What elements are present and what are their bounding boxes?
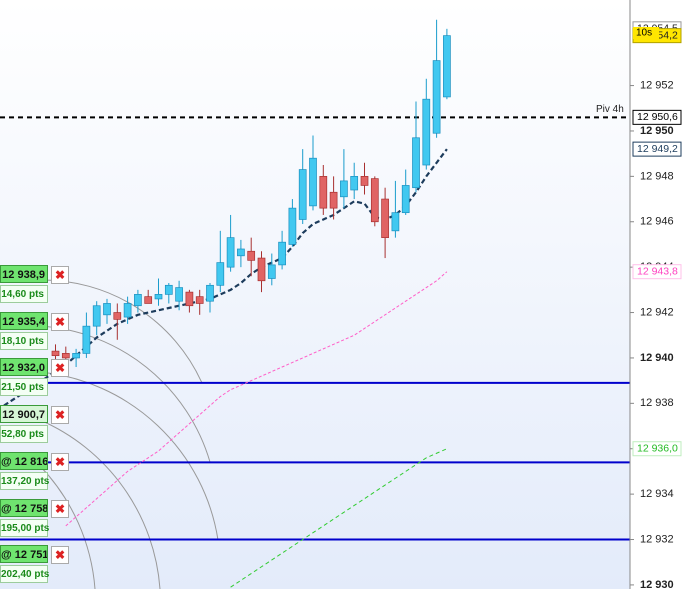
moving-average <box>230 448 448 588</box>
candle-body <box>113 312 122 320</box>
order-points: 202,40 pts <box>0 565 49 584</box>
order-points: 21,50 pts <box>0 378 48 397</box>
candle-body <box>82 325 91 354</box>
pivot-label: Piv 4h <box>596 104 624 115</box>
y-tick-label: 12 930 <box>640 579 674 589</box>
price-tag-label: 12 949,2 <box>637 143 678 155</box>
y-tick-label: 12 948 <box>640 170 674 182</box>
price-tag <box>632 141 682 157</box>
order-price: 12 932,0 <box>0 358 48 377</box>
candle-body <box>185 291 194 307</box>
order-points: 137,20 pts <box>0 471 49 490</box>
plot-background <box>0 0 630 589</box>
candle-body <box>298 169 307 220</box>
candle-body <box>432 60 441 134</box>
axis-background <box>630 0 682 589</box>
candle-body <box>329 191 338 209</box>
close-order-button[interactable]: ✖ <box>51 312 69 331</box>
arc <box>39 371 219 541</box>
order-price: @ 12 816,3 <box>0 451 48 470</box>
candle-body <box>175 287 183 302</box>
candle-body <box>72 353 80 359</box>
candle-body <box>401 185 410 214</box>
y-tick-label: 12 946 <box>640 216 674 228</box>
moving-average <box>65 271 448 527</box>
arc <box>39 465 96 589</box>
price-tag-label: 12 936,0 <box>637 443 678 455</box>
price-tag <box>632 441 682 457</box>
order-price: @ 12 758,5 <box>0 498 48 517</box>
y-tick-label: 12 934 <box>640 488 674 500</box>
order-price: 12 938,9 <box>0 265 48 283</box>
order-points: 14,60 pts <box>0 285 48 303</box>
candle-body <box>216 262 225 286</box>
candle-body <box>370 178 379 223</box>
candle-body <box>92 305 101 327</box>
price-tag-label: 12 950,6 <box>637 111 678 123</box>
close-order-button[interactable]: ✖ <box>51 266 69 284</box>
candle-body <box>360 176 369 186</box>
order-points: 52,80 pts <box>0 425 48 444</box>
candle-body <box>164 284 173 295</box>
candle-body <box>226 237 235 268</box>
close-order-button[interactable]: ✖ <box>51 546 69 565</box>
order-price: @ 12 751,1 <box>0 545 48 564</box>
price-tag <box>632 109 682 125</box>
candle-body <box>123 303 132 318</box>
price-tag-label: 12 943,8 <box>637 265 678 277</box>
candle-body <box>340 180 348 198</box>
candle-body <box>278 241 286 266</box>
candle-body <box>103 303 111 316</box>
candle-body <box>309 157 317 207</box>
close-order-button[interactable]: ✖ <box>51 452 69 471</box>
candle-body <box>412 137 420 189</box>
candle-body <box>257 257 266 282</box>
candle-body <box>350 176 359 191</box>
candle-body <box>247 250 256 261</box>
y-tick-label: 12 942 <box>640 306 674 318</box>
order-points: 195,00 pts <box>0 518 49 537</box>
timer: 10s <box>636 28 652 39</box>
candle-body <box>267 264 276 279</box>
y-tick-label: 12 950 <box>640 125 674 137</box>
arc <box>39 419 161 589</box>
price-tag <box>632 264 682 280</box>
candle-body <box>195 296 204 304</box>
close-order-button[interactable]: ✖ <box>51 499 69 518</box>
candle-body <box>206 284 214 302</box>
close-order-button[interactable]: ✖ <box>51 359 69 378</box>
candle-body <box>391 212 400 232</box>
candle-body <box>381 198 389 238</box>
candle-body <box>51 350 60 357</box>
y-tick-label: 12 938 <box>640 397 674 409</box>
arc <box>39 325 211 463</box>
candle-body <box>134 294 142 307</box>
y-tick-label: 12 952 <box>640 79 674 91</box>
candle-body <box>443 35 451 98</box>
plot: Piv 4h <box>0 19 630 588</box>
candle-body <box>144 296 153 304</box>
candle-body <box>422 98 431 166</box>
candle-body <box>154 294 163 300</box>
order-price: 12 900,7 <box>0 405 48 424</box>
candle-body <box>288 207 297 245</box>
y-tick-label: 12 940 <box>640 352 674 364</box>
candle-body <box>319 176 328 209</box>
y-tick-label: 12 932 <box>640 533 674 545</box>
candle-body <box>61 353 70 359</box>
order-price: 12 935,4 <box>0 311 48 330</box>
candle-body <box>237 248 245 257</box>
order-points: 18,10 pts <box>0 331 48 350</box>
close-order-button[interactable]: ✖ <box>51 406 69 425</box>
timer-box <box>633 27 659 39</box>
